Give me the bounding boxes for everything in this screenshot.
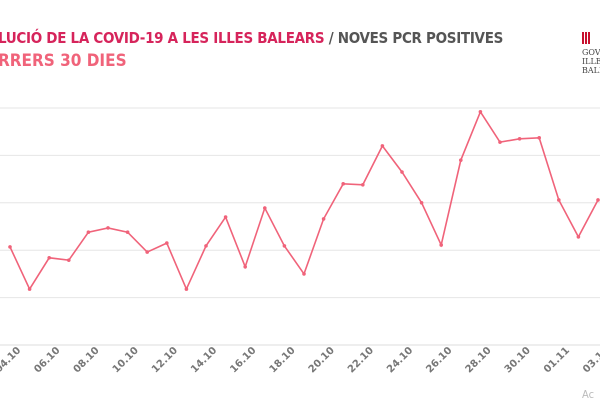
data-point [321,217,326,221]
logo-line: GOV [582,48,600,57]
data-point [576,235,581,239]
x-tick-label: 26.10 [424,345,454,375]
data-point [263,206,267,210]
x-tick-label: 01.11 [542,345,572,375]
data-point [596,198,600,202]
data-point [361,182,365,187]
chart-subtitle: RRERS 30 DIES [0,51,127,71]
footer-text: Ac [582,388,595,401]
data-point [498,140,502,144]
x-tick-label: 10.10 [111,345,141,375]
data-point [557,198,561,202]
data-point [380,144,385,148]
logo-flag-icon [582,32,590,44]
x-tick-label: 12.10 [150,345,180,375]
data-point [517,137,522,141]
data-point [165,241,169,245]
data-point [537,136,541,140]
data-point [145,250,149,254]
data-point [67,258,71,262]
data-point [204,244,208,248]
data-point [47,255,51,260]
data-point [184,287,189,291]
x-tick-label: 30.10 [503,345,533,375]
x-tick-label: 14.10 [189,345,219,375]
data-point [223,215,228,219]
data-point [86,230,91,234]
x-tick-label: 24.10 [385,345,415,375]
logo-line: ILLE [582,57,600,66]
x-tick-label: 06.10 [32,345,62,375]
title-separator: / [324,29,338,47]
data-point [243,264,247,269]
series-line [9,110,599,292]
x-tick-label: 16.10 [228,345,258,375]
x-tick-label: 18.10 [268,345,298,375]
x-tick-label: 22.10 [346,345,376,375]
data-point [106,226,110,230]
data-point [8,245,12,249]
data-point [478,109,483,114]
data-point [400,170,404,174]
data-point [282,244,287,248]
data-point [439,243,444,247]
x-tick-label: 08.10 [72,345,102,375]
data-point [419,201,424,205]
data-point [341,182,346,186]
x-tick-label: 03.11 [581,345,600,375]
data-point [302,272,306,276]
chart-title: LUCIÓ DE LA COVID-19 A LES ILLES BALEARS… [0,29,503,47]
govern-logo: GOV ILLE BALE [582,32,600,75]
data-point [125,230,130,234]
data-point [459,158,463,162]
x-tick-label: 20.10 [307,345,337,375]
logo-line: BALE [582,66,600,75]
title-secondary: NOVES PCR POSITIVES [337,29,504,47]
title-main: LUCIÓ DE LA COVID-19 A LES ILLES BALEARS [0,29,325,47]
x-tick-label: 28.10 [464,345,494,375]
x-tick-label: 04.10 [0,345,23,375]
data-point [27,287,32,291]
